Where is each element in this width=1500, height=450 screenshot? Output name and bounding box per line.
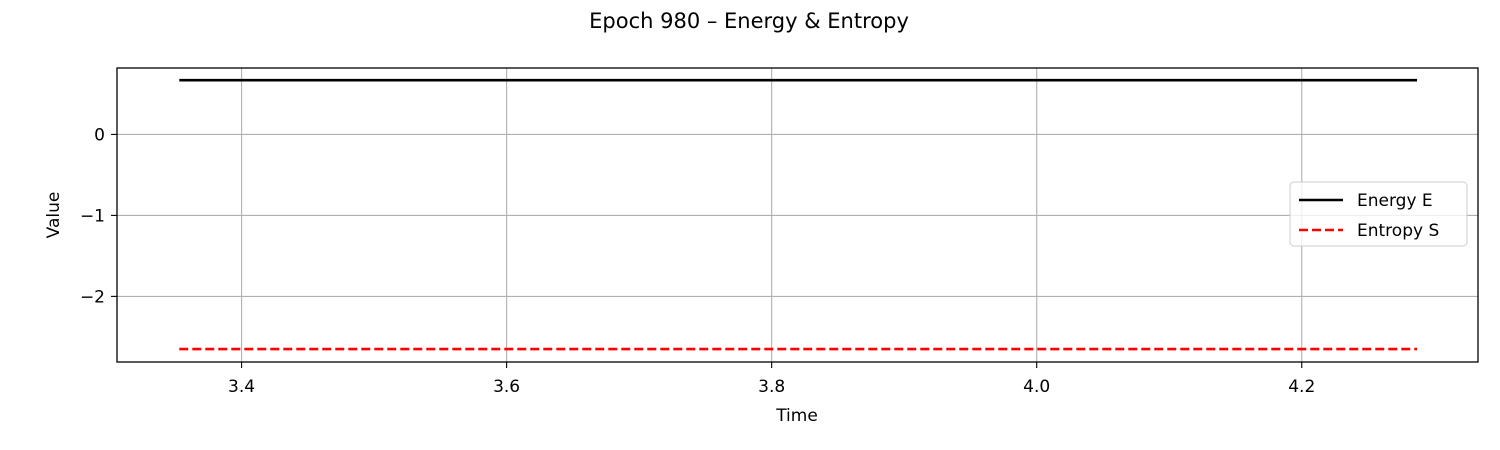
x-axis: 3.4 3.6 3.8 4.0 4.2 — [228, 362, 1315, 397]
y-axis-label: Value — [44, 192, 64, 239]
legend-label-energy: Energy E — [1357, 191, 1433, 211]
legend: Energy E Entropy S — [1289, 181, 1468, 247]
y-tick-label: 0 — [94, 125, 105, 145]
x-tick-label: 4.2 — [1288, 377, 1315, 397]
legend-label-entropy: Entropy S — [1357, 221, 1439, 241]
y-tick-label: −1 — [80, 206, 105, 226]
y-axis: 0 −1 −2 — [80, 125, 117, 307]
x-axis-label: Time — [775, 406, 818, 426]
x-tick-label: 4.0 — [1023, 377, 1050, 397]
x-tick-label: 3.8 — [758, 377, 785, 397]
legend-box — [1289, 181, 1468, 247]
grid — [117, 68, 1478, 362]
y-tick-label: −2 — [80, 287, 105, 307]
series-group — [179, 78, 1418, 351]
x-tick-label: 3.4 — [228, 377, 255, 397]
x-tick-label: 3.6 — [493, 377, 520, 397]
chart-title: Epoch 980 – Energy & Entropy — [589, 9, 909, 33]
